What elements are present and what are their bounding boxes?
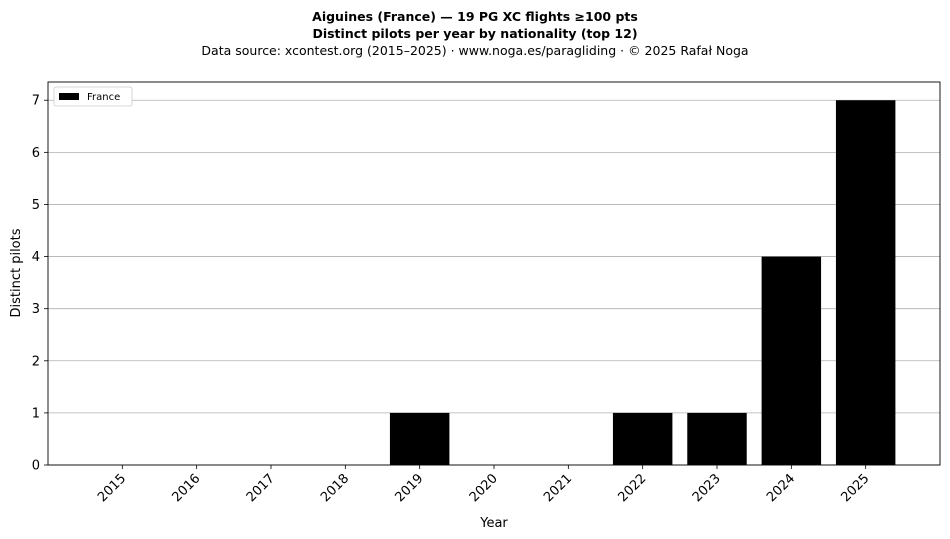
chart-source-line: Data source: xcontest.org (2015–2025) · … — [201, 43, 749, 58]
legend-box — [53, 86, 133, 107]
x-tick-label: 2020 — [467, 471, 501, 505]
chart-title-block: Aiguines (France) — 19 PG XC flights ≥10… — [0, 8, 950, 59]
legend: France — [53, 86, 133, 107]
y-axis-ticks: 0 1 2 3 4 5 6 7 — [32, 94, 48, 474]
x-tick-label: 2017 — [244, 471, 278, 505]
x-axis-label: Year — [479, 516, 508, 531]
x-tick-label: 2025 — [838, 471, 872, 505]
chart-subtitle: Distinct pilots per year by nationality … — [312, 26, 638, 41]
y-tick-label: 3 — [32, 302, 40, 317]
x-tick-label: 2015 — [95, 471, 129, 505]
bar — [612, 412, 673, 465]
y-tick-label: 1 — [32, 406, 40, 421]
x-tick-label: 2019 — [392, 471, 426, 505]
x-tick-label: 2023 — [690, 471, 724, 505]
y-tick-label: 4 — [32, 250, 40, 265]
x-tick-label: 2018 — [318, 471, 352, 505]
bar — [761, 256, 822, 465]
legend-label: France — [87, 92, 120, 103]
y-tick-label: 0 — [32, 459, 40, 474]
y-tick-label: 7 — [32, 94, 40, 109]
bars — [389, 100, 896, 465]
y-tick-label: 6 — [32, 146, 40, 161]
x-tick-label: 2024 — [764, 471, 798, 505]
bar — [835, 100, 896, 465]
y-axis-label: Distinct pilots — [9, 228, 24, 317]
legend-swatch — [59, 93, 79, 100]
x-tick-label: 2021 — [541, 471, 575, 505]
x-tick-label: 2022 — [615, 471, 649, 505]
y-tick-label: 5 — [32, 198, 40, 213]
chart-title: Aiguines (France) — 19 PG XC flights ≥10… — [312, 9, 638, 24]
x-axis-ticks: 2015 2016 2017 2018 2019 2020 2021 2022 2023 2024… — [95, 465, 872, 505]
x-tick-label: 2016 — [169, 471, 203, 505]
bar — [687, 412, 747, 465]
y-tick-label: 2 — [32, 354, 40, 369]
bar — [389, 412, 450, 465]
